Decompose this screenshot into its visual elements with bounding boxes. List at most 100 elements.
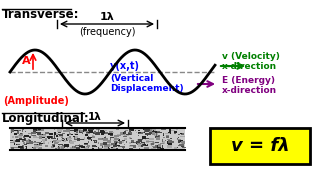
Bar — [15, 136, 18, 138]
Bar — [112, 132, 114, 133]
Bar — [181, 141, 184, 143]
Bar — [44, 136, 47, 137]
Bar — [14, 130, 19, 131]
Bar — [37, 132, 41, 134]
Bar — [37, 129, 41, 131]
Bar — [93, 146, 96, 147]
Bar — [174, 133, 176, 134]
Bar — [145, 145, 148, 146]
Bar — [130, 142, 134, 143]
Bar — [179, 141, 180, 143]
Bar — [108, 133, 113, 135]
Bar — [76, 130, 78, 133]
Bar — [51, 146, 54, 148]
Bar — [145, 130, 149, 132]
Bar — [55, 141, 57, 144]
Bar — [110, 138, 111, 140]
Bar — [70, 141, 73, 143]
Bar — [35, 147, 39, 148]
Bar — [43, 134, 46, 136]
Bar — [103, 142, 107, 145]
Bar — [129, 148, 132, 150]
Bar — [115, 143, 116, 145]
Bar — [87, 138, 91, 139]
Bar — [15, 140, 19, 142]
Bar — [42, 135, 46, 137]
Bar — [147, 134, 148, 136]
Bar — [23, 130, 24, 131]
Bar — [149, 132, 154, 134]
Bar — [122, 141, 124, 143]
Bar — [73, 146, 74, 148]
Bar — [14, 133, 17, 136]
Bar — [168, 140, 172, 143]
Bar — [62, 147, 63, 148]
Bar — [96, 129, 100, 130]
Bar — [28, 137, 31, 138]
Bar — [72, 148, 76, 149]
Bar — [180, 141, 181, 143]
Bar — [61, 128, 62, 130]
Bar — [128, 132, 132, 135]
Bar — [17, 144, 20, 145]
Bar — [113, 144, 117, 147]
Bar — [59, 134, 63, 136]
Bar — [33, 136, 37, 138]
Bar — [75, 145, 78, 146]
Bar — [166, 135, 169, 137]
Bar — [76, 129, 81, 131]
Bar — [10, 142, 15, 143]
Bar — [111, 147, 115, 148]
Bar — [105, 136, 107, 137]
Bar — [55, 141, 59, 143]
Bar — [143, 132, 145, 133]
Bar — [99, 148, 102, 149]
Bar — [114, 141, 118, 143]
Bar — [22, 130, 23, 132]
Bar — [69, 133, 71, 135]
Bar — [70, 130, 75, 131]
Bar — [75, 137, 78, 139]
Bar — [114, 138, 118, 140]
Bar — [94, 146, 97, 147]
Bar — [70, 141, 74, 144]
Bar — [48, 136, 50, 139]
Bar — [21, 146, 22, 148]
Bar — [34, 144, 37, 146]
Bar — [31, 132, 36, 134]
Bar — [136, 141, 141, 142]
Bar — [50, 141, 51, 142]
Bar — [180, 140, 183, 143]
Bar — [26, 140, 29, 143]
Bar — [141, 143, 144, 144]
Bar — [54, 142, 58, 144]
Bar — [117, 135, 121, 136]
Bar — [76, 147, 80, 150]
Bar — [62, 145, 66, 146]
Bar — [121, 132, 122, 133]
Bar — [171, 130, 174, 131]
Bar — [180, 133, 184, 135]
Bar — [47, 136, 48, 138]
Bar — [113, 140, 117, 141]
Bar — [43, 140, 45, 143]
Bar — [118, 135, 119, 136]
Bar — [152, 142, 155, 144]
Text: y(x,t): y(x,t) — [110, 61, 140, 71]
Bar — [178, 142, 179, 144]
Bar — [27, 136, 31, 137]
Text: 1λ: 1λ — [88, 112, 102, 122]
Bar — [178, 140, 180, 143]
Bar — [137, 143, 140, 145]
Bar — [111, 148, 115, 150]
Bar — [126, 134, 131, 136]
Bar — [169, 129, 171, 132]
Bar — [157, 148, 161, 149]
Bar — [138, 130, 140, 131]
Bar — [67, 137, 69, 138]
Bar — [40, 137, 42, 139]
Bar — [150, 143, 151, 145]
Bar — [38, 135, 42, 136]
Bar — [59, 145, 60, 148]
Bar — [162, 145, 163, 148]
